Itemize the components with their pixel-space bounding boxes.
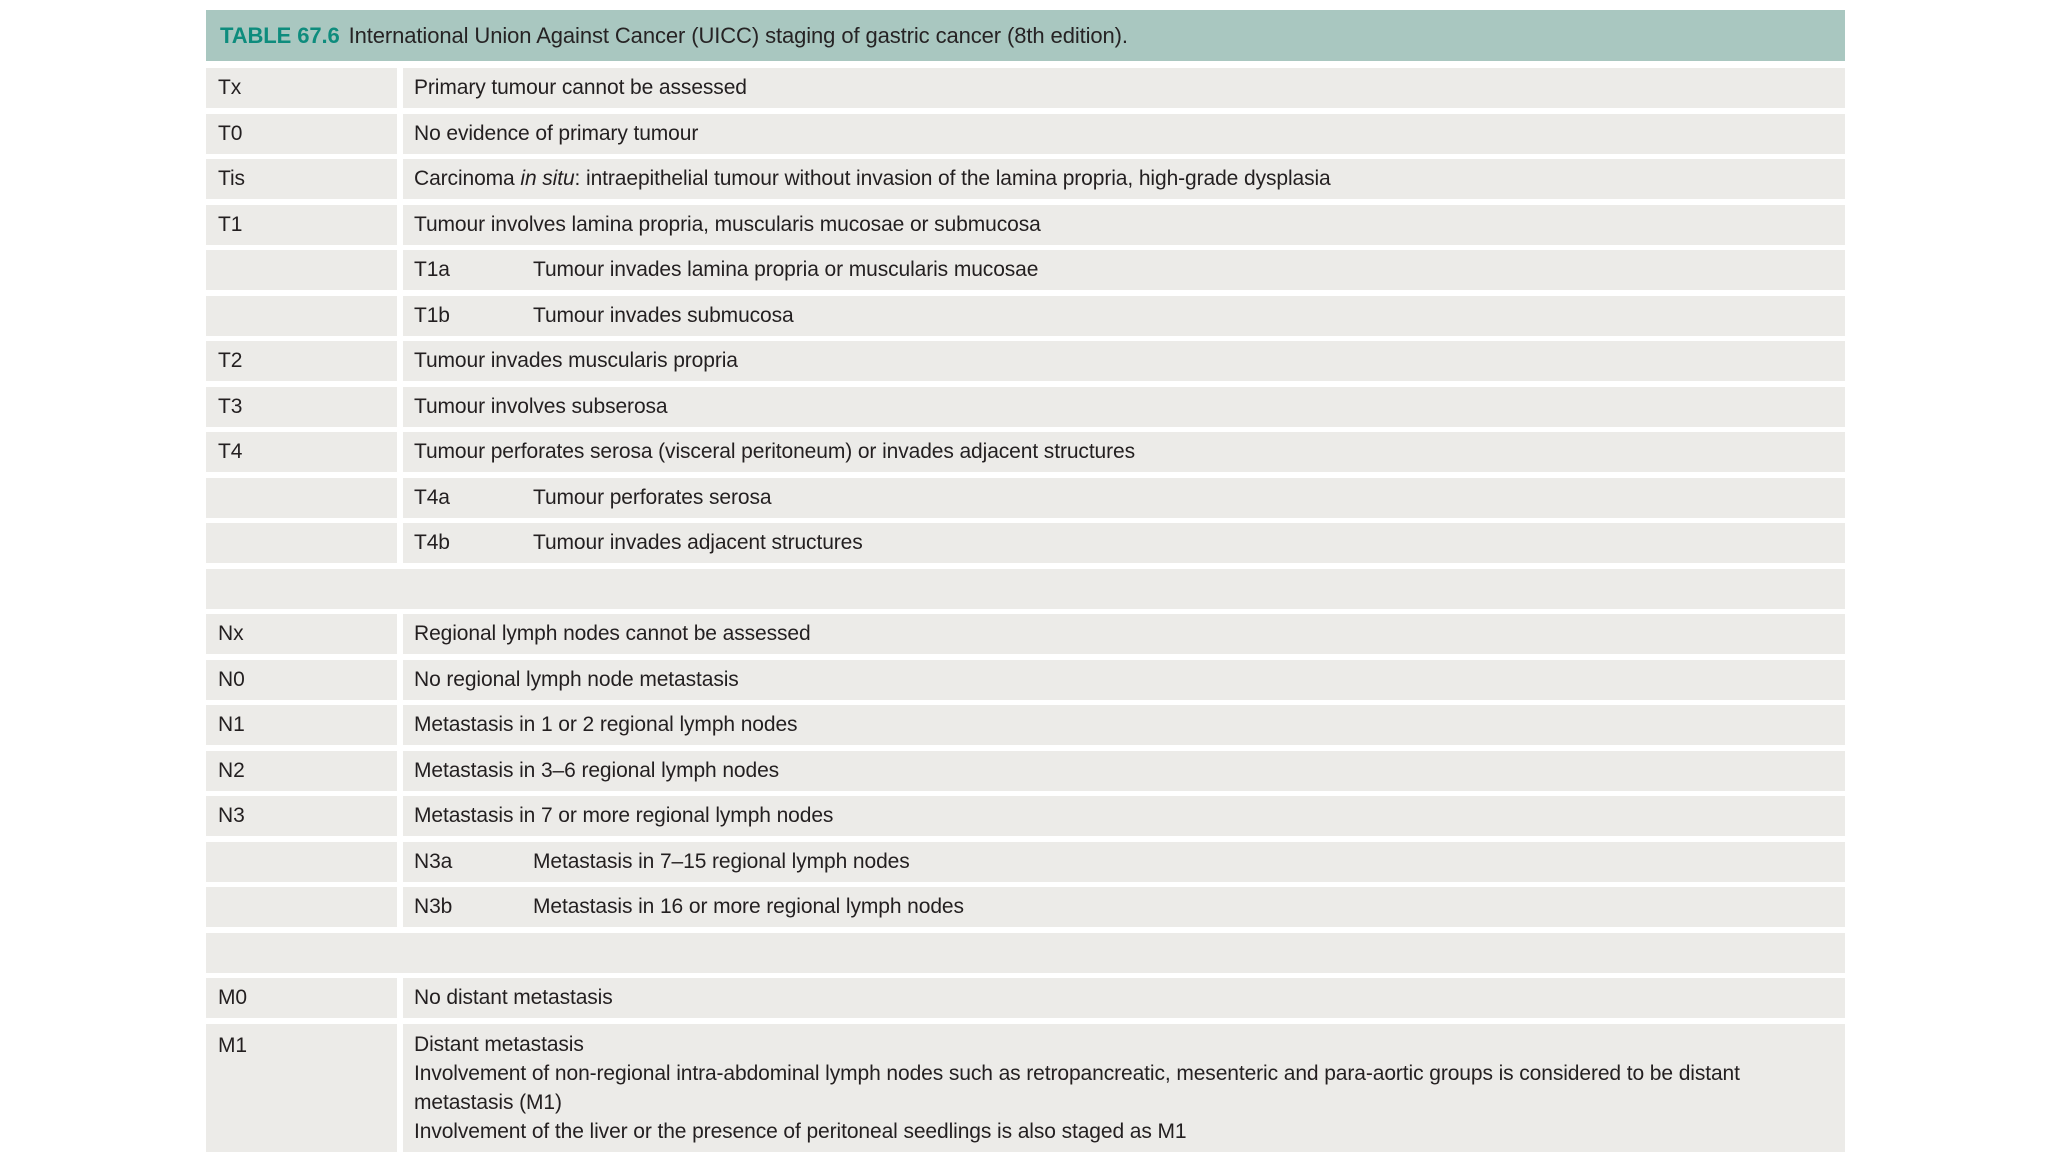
description-text: Tumour invades adjacent structures <box>533 531 863 554</box>
stage-code-cell <box>206 477 397 518</box>
stage-code-cell: T0 <box>206 113 397 154</box>
stage-description-cell: T4b Tumour invades adjacent structures <box>403 523 1845 563</box>
substage-code: N3a <box>414 849 453 873</box>
stage-code-cell: Tx <box>206 68 397 108</box>
stage-code-cell <box>206 250 397 290</box>
description-text: Regional lymph nodes cannot be assessed <box>414 622 811 645</box>
stage-description-cell: T1b Tumour invades submucosa <box>403 295 1845 336</box>
description-text: Metastasis in 16 or more regional lymph … <box>533 895 964 918</box>
table-row: N2 Metastasis in 3–6 regional lymph nodes <box>206 750 1845 791</box>
substage-code: T1b <box>414 303 450 327</box>
stage-code-cell: Nx <box>206 614 397 654</box>
stage-code-cell: N0 <box>206 659 397 700</box>
stage-code-cell: N1 <box>206 705 397 745</box>
staging-table: TABLE 67.6 International Union Against C… <box>206 10 1845 1152</box>
table-header: TABLE 67.6 International Union Against C… <box>206 10 1845 61</box>
stage-code-cell: T2 <box>206 341 397 381</box>
table-row: Tx Primary tumour cannot be assessed <box>206 68 1845 108</box>
table-row: N0 No regional lymph node metastasis <box>206 659 1845 700</box>
description-text: Tumour involves lamina propria, muscular… <box>414 212 1041 236</box>
table-row: T1a Tumour invades lamina propria or musc… <box>206 250 1845 290</box>
table-row: T4a Tumour perforates serosa <box>206 477 1845 518</box>
stage-description-cell: No distant metastasis <box>403 978 1845 1018</box>
description-text: Carcinoma in situ: intraepithelial tumou… <box>414 167 1331 190</box>
description-text: Metastasis in 3–6 regional lymph nodes <box>414 758 780 782</box>
table-body: Tx Primary tumour cannot be assessed T0 No … <box>206 68 1845 1152</box>
table-row: T1 Tumour involves lamina propria, muscul… <box>206 204 1845 245</box>
table-row: T0 No evidence of primary tumour <box>206 113 1845 154</box>
table-row: T4b Tumour invades adjacent structures <box>206 523 1845 563</box>
stage-code-cell <box>206 841 397 882</box>
spacer-row <box>206 568 1845 609</box>
description-line: Distant metastasis <box>414 1032 584 1056</box>
table-row: N3 Metastasis in 7 or more regional lymph… <box>206 796 1845 836</box>
stage-description-cell: Metastasis in 3–6 regional lymph nodes <box>403 750 1845 791</box>
table-row: M1 Distant metastasis Involvement of non-r… <box>206 1023 1845 1152</box>
stage-code-cell <box>206 887 397 927</box>
description-text: Metastasis in 7 or more regional lymph n… <box>414 804 834 827</box>
stage-description-cell: No evidence of primary tumour <box>403 113 1845 154</box>
stage-description-cell: Tumour invades muscularis propria <box>403 341 1845 381</box>
stage-code-cell: T1 <box>206 204 397 245</box>
stage-description-cell: No regional lymph node metastasis <box>403 659 1845 700</box>
substage-code: T1a <box>414 258 450 281</box>
stage-code-cell: N2 <box>206 750 397 791</box>
description-text: Tumour invades lamina propria or muscula… <box>533 258 1039 281</box>
stage-description-cell: Primary tumour cannot be assessed <box>403 68 1845 108</box>
table-row: N3b Metastasis in 16 or more regional lym… <box>206 887 1845 927</box>
table-row: Nx Regional lymph nodes cannot be assesse… <box>206 614 1845 654</box>
description-text: Metastasis in 1 or 2 regional lymph node… <box>414 713 798 736</box>
table-row: T3 Tumour involves subserosa <box>206 386 1845 427</box>
stage-description-cell: N3a Metastasis in 7–15 regional lymph nod… <box>403 841 1845 882</box>
stage-description-cell: Tumour perforates serosa (visceral perit… <box>403 432 1845 472</box>
stage-description-cell: Tumour involves subserosa <box>403 386 1845 427</box>
stage-code-cell: M1 <box>206 1023 397 1152</box>
description-line: Involvement of the liver or the presence… <box>414 1119 1187 1143</box>
stage-description-cell: Carcinoma in situ: intraepithelial tumou… <box>403 159 1845 199</box>
description-text: No distant metastasis <box>414 986 613 1009</box>
stage-description-cell: Tumour involves lamina propria, muscular… <box>403 204 1845 245</box>
stage-code-cell: T4 <box>206 432 397 472</box>
description-text: Tumour invades submucosa <box>533 303 794 327</box>
stage-description-cell: N3b Metastasis in 16 or more regional lym… <box>403 887 1845 927</box>
stage-code-cell: N3 <box>206 796 397 836</box>
description-text: Primary tumour cannot be assessed <box>414 76 747 99</box>
table-row: T1b Tumour invades submucosa <box>206 295 1845 336</box>
description-text: Metastasis in 7–15 regional lymph nodes <box>533 849 910 873</box>
stage-code-cell: T3 <box>206 386 397 427</box>
table-row: N1 Metastasis in 1 or 2 regional lymph no… <box>206 705 1845 745</box>
description-text: Tumour perforates serosa <box>533 485 772 509</box>
table-row: Tis Carcinoma in situ: intraepithelial tu… <box>206 159 1845 199</box>
table-row: T2 Tumour invades muscularis propria <box>206 341 1845 381</box>
substage-code: T4a <box>414 485 450 509</box>
table-number: TABLE 67.6 <box>220 22 340 48</box>
stage-code-cell <box>206 295 397 336</box>
spacer-row <box>206 932 1845 973</box>
stage-description-cell: T4a Tumour perforates serosa <box>403 477 1845 518</box>
stage-code-cell <box>206 523 397 563</box>
table-title: International Union Against Cancer (UICC… <box>348 22 1128 48</box>
description-text: Tumour perforates serosa (visceral perit… <box>414 440 1136 463</box>
stage-code-cell: M0 <box>206 978 397 1018</box>
stage-code-cell: Tis <box>206 159 397 199</box>
description-line: Involvement of non-regional intra-abdomi… <box>414 1061 1740 1114</box>
description-text: Tumour invades muscularis propria <box>414 349 738 372</box>
stage-description-cell: Metastasis in 7 or more regional lymph n… <box>403 796 1845 836</box>
substage-code: T4b <box>414 531 450 554</box>
description-text: No regional lymph node metastasis <box>414 667 739 691</box>
table-row: N3a Metastasis in 7–15 regional lymph nod… <box>206 841 1845 882</box>
stage-description-cell: T1a Tumour invades lamina propria or musc… <box>403 250 1845 290</box>
description-text: Tumour involves subserosa <box>414 394 668 418</box>
substage-code: N3b <box>414 895 453 918</box>
stage-description-cell: Distant metastasis Involvement of non-reg… <box>403 1023 1845 1152</box>
description-text: No evidence of primary tumour <box>414 121 699 145</box>
table-row: T4 Tumour perforates serosa (visceral per… <box>206 432 1845 472</box>
table-row: M0 No distant metastasis <box>206 978 1845 1018</box>
stage-description-cell: Metastasis in 1 or 2 regional lymph node… <box>403 705 1845 745</box>
stage-description-cell: Regional lymph nodes cannot be assessed <box>403 614 1845 654</box>
